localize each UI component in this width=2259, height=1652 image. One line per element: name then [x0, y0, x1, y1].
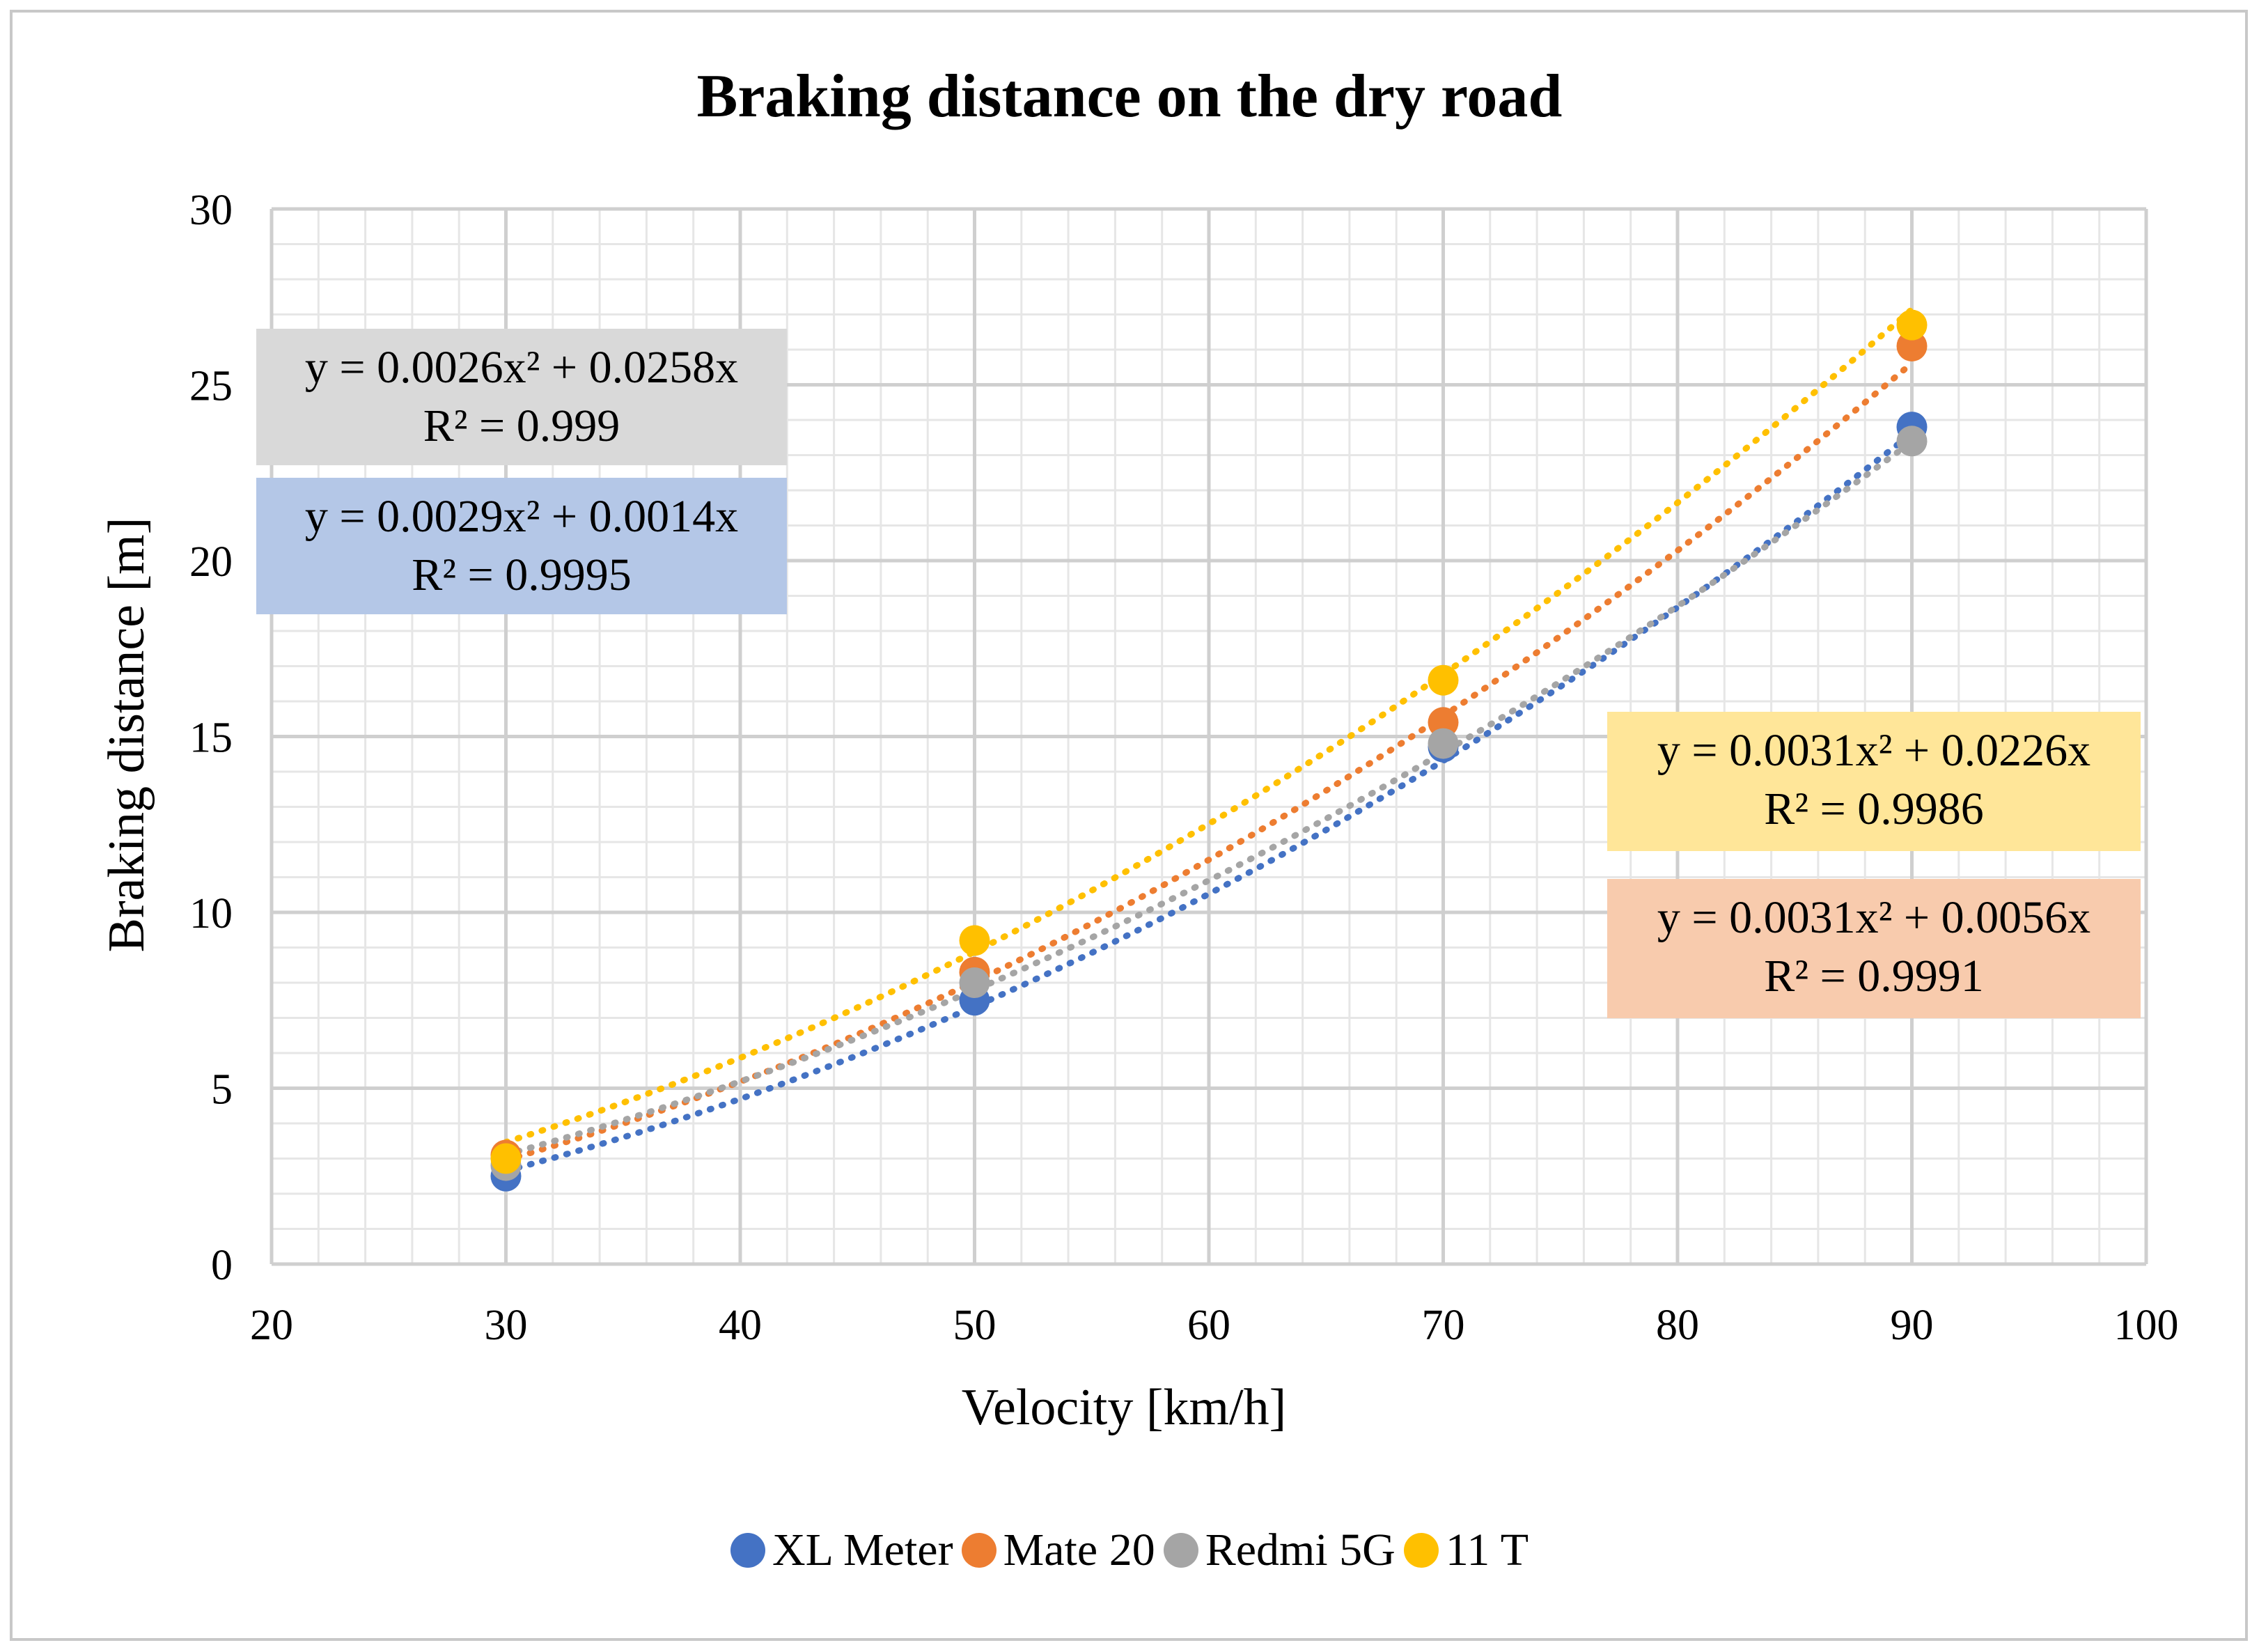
legend-item-11t[interactable]: 11 T	[1403, 1524, 1529, 1577]
trendline-equation: y = 0.0029x² + 0.0014x	[304, 491, 739, 542]
data-point-mate-20	[1428, 707, 1459, 738]
trendline-redmi-5g	[503, 438, 1915, 1158]
legend: XL Meter Mate 20 Redmi 5G 11 T	[0, 1524, 2259, 1577]
x-tick-label: 50	[953, 1302, 996, 1349]
legend-item-redmi-5g[interactable]: Redmi 5G	[1163, 1524, 1396, 1577]
y-tick-label: 25	[189, 363, 233, 410]
trendline-mate-20	[503, 360, 1915, 1164]
legend-marker-xl-meter	[730, 1533, 765, 1568]
x-tick-label: 70	[1422, 1302, 1465, 1349]
trendline-r2: R² = 0.9991	[1764, 951, 1984, 1002]
data-point-11-t	[1896, 309, 1928, 341]
x-tick-label: 80	[1656, 1302, 1699, 1349]
legend-item-mate-20[interactable]: Mate 20	[961, 1524, 1155, 1577]
y-tick-label: 30	[189, 187, 233, 234]
data-point-redmi-5g	[1896, 426, 1928, 457]
trendline-label-11t: y = 0.0031x² + 0.0226x R² = 0.9986	[1607, 712, 2141, 851]
legend-label: Mate 20	[1003, 1525, 1155, 1575]
x-tick-label: 40	[719, 1302, 762, 1349]
y-tick-label: 20	[189, 538, 233, 586]
data-point-redmi-5g	[959, 967, 990, 998]
y-axis-title: Braking distance [m]	[98, 517, 155, 953]
legend-label: Redmi 5G	[1205, 1525, 1396, 1575]
trendline-xl-meter	[503, 430, 1915, 1174]
legend-marker-redmi-5g	[1163, 1533, 1198, 1568]
data-point-mate-20	[1896, 330, 1928, 361]
trendline-label-mate-20: y = 0.0031x² + 0.0056x R² = 0.9991	[1607, 879, 2141, 1018]
trendline-11-t	[503, 306, 1915, 1146]
data-point-11-t	[490, 1143, 522, 1174]
x-tick-label: 60	[1187, 1302, 1230, 1349]
x-tick-label: 30	[485, 1302, 528, 1349]
y-tick-label: 5	[211, 1066, 233, 1114]
chart-title: Braking distance on the dry road	[696, 63, 1563, 130]
trendline-r2: R² = 0.999	[423, 400, 620, 451]
trendline-label-xl-meter: y = 0.0029x² + 0.0014x R² = 0.9995	[256, 478, 787, 614]
trendline-r2: R² = 0.9995	[412, 550, 632, 600]
y-tick-label: 10	[189, 890, 233, 937]
trendline-equation: y = 0.0031x² + 0.0226x	[1657, 725, 2091, 776]
data-point-11-t	[959, 925, 990, 956]
x-tick-label: 20	[250, 1302, 293, 1349]
legend-marker-11t	[1403, 1533, 1439, 1568]
x-tick-label: 100	[2114, 1302, 2179, 1349]
data-point-redmi-5g	[1428, 728, 1459, 759]
data-point-11-t	[1428, 664, 1459, 696]
y-tick-label: 15	[189, 715, 233, 762]
legend-marker-mate-20	[961, 1533, 996, 1568]
trendline-r2: R² = 0.9986	[1764, 784, 1984, 834]
trendline-label-redmi-5g: y = 0.0026x² + 0.0258x R² = 0.999	[256, 329, 787, 465]
legend-item-xl-meter[interactable]: XL Meter	[730, 1524, 953, 1577]
trendline-equation: y = 0.0031x² + 0.0056x	[1657, 892, 2091, 943]
x-axis-title: Velocity [km/h]	[962, 1379, 1287, 1436]
trendline-equation: y = 0.0026x² + 0.0258x	[304, 342, 739, 393]
x-tick-label: 90	[1891, 1302, 1934, 1349]
y-tick-label: 0	[211, 1242, 233, 1289]
legend-label: 11 T	[1445, 1525, 1529, 1575]
legend-label: XL Meter	[772, 1525, 953, 1575]
